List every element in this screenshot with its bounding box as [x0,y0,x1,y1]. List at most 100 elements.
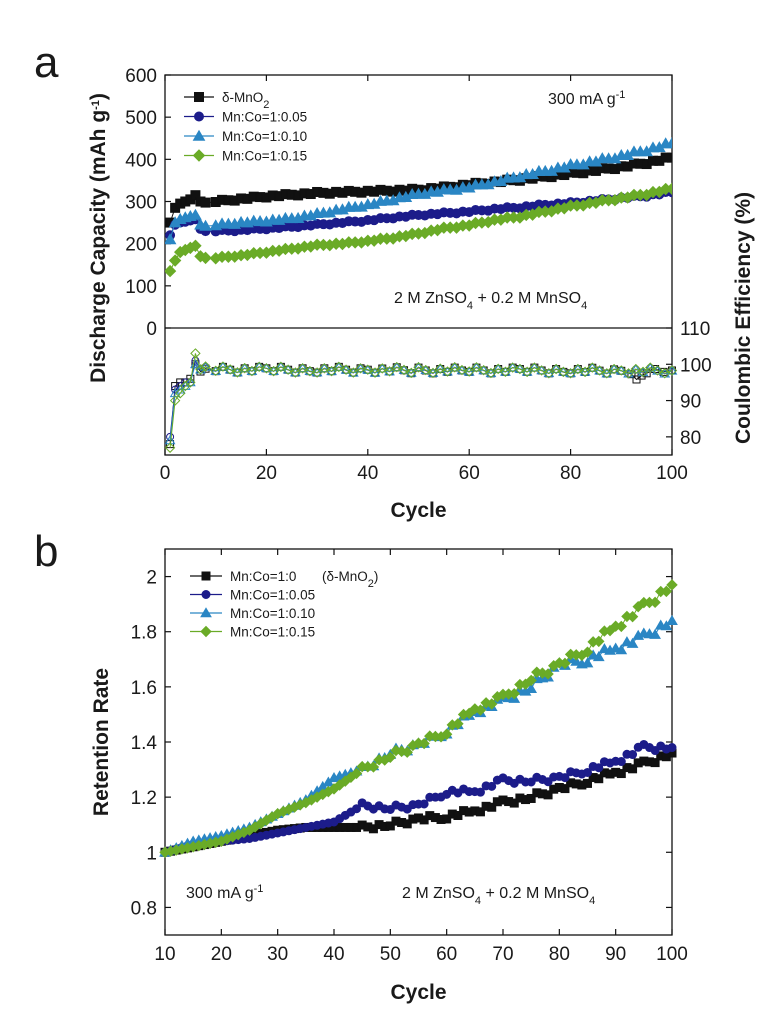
ce-point [449,362,461,372]
retention-point [419,799,429,809]
retention-point [594,763,604,773]
ce-point [456,364,468,376]
capacity-y-tick-label: 300 [125,193,157,214]
ce-point [594,365,605,376]
ce-series-3 [164,348,678,453]
panel-a-electrolyte-annotation-part: + 0.2 M MnSO [473,290,581,307]
ce-point [340,364,352,375]
capacity-point [665,137,672,149]
ce-point [627,370,636,379]
legend-label-part: Mn:Co=1:0 [230,569,296,584]
retention-point [401,746,413,758]
legend-label-part: Mn:Co=1:0.15 [222,149,307,164]
ce-y-axis-title: Coulombic Efficiency (%) [732,192,755,444]
panel-b-y-tick-label: 2 [146,568,157,589]
ce-point [644,362,656,372]
ce-point [608,363,620,375]
retention-point [525,674,537,687]
retention-point [486,698,498,710]
retention-point [487,802,497,812]
legend-label: Mn:Co=1:0.15 [230,625,315,640]
ce-point [435,363,446,374]
legend-label-part: Mn:Co=1:0.05 [230,588,315,603]
retention-point [560,784,570,794]
ce-point [637,366,649,378]
capacity-series-3 [165,182,672,278]
capacity-y-tick-label: 600 [125,66,157,87]
retention-series-3 [159,579,678,858]
panel-b-y-tick-label: 1.8 [131,623,157,644]
panel-a-electrolyte-annotation-part: 4 [581,300,587,312]
legend-label-part: Mn:Co=1:0.10 [222,129,307,144]
ce-point [456,365,468,375]
retention-point [385,821,395,831]
retention-point [543,790,553,800]
ce-point [224,364,236,374]
capacity-point [168,254,182,267]
ce-point [340,364,352,374]
legend-note-part: 2 [368,578,374,590]
ce-point [586,362,598,372]
panel-b-electrolyte-annotation: 2 M ZnSO4 + 0.2 M MnSO4 [402,885,595,907]
ce-point [311,367,323,378]
ce-point [514,363,526,375]
ce-point [217,361,229,372]
legend-marker [192,129,206,141]
legend-note-part: ) [374,569,379,584]
ce-point [195,364,206,374]
legend-label-part: 2 [263,99,269,111]
ce-point [449,362,460,373]
ce-point [190,348,201,359]
ce-point [217,361,229,371]
capacity-point [199,219,212,231]
ce-point [485,367,497,379]
ce-point [463,366,475,377]
legend-label: Mn:Co=1:0.15 [222,149,307,164]
ce-point [652,365,663,376]
ce-point [507,362,518,373]
panel-b-y-tick-label: 1.6 [131,678,157,699]
panel-b-chart: 0.8 1 1.2 1.4 1.6 1.8 2 10 20 30 40 50 60 70 80 90 100 Cy… [90,548,688,1004]
legend-label: Mn:Co=1:0.05 [222,110,307,125]
capacity-y-tick-label: 500 [125,108,157,129]
ce-point [572,363,584,375]
capacity-y-axis-title: Discharge Capacity (mAh g-1) [87,93,110,383]
retention-point [616,757,626,767]
retention-point [559,657,571,670]
ce-point [195,364,206,375]
ce-point [623,368,634,379]
capacity-y-tick-label: 400 [125,150,157,171]
ce-point [239,362,250,374]
retention-point [487,781,497,791]
ce-point [500,366,511,377]
panel-b-electrolyte-annotation-part: 4 [589,895,595,907]
panel-a-rate-annotation: 300 mA g-1 [548,89,625,108]
ce-point [413,361,424,372]
ce-point [594,365,605,375]
legend-marker [194,92,204,102]
legend-marker [200,625,212,638]
retention-point [509,798,519,808]
legend-label-part: δ-MnO [222,90,263,105]
retention-point [442,814,452,824]
retention-point [508,687,520,700]
capacity-y-axis-title-part: -1 [90,100,102,110]
retention-point [452,718,464,730]
ce-point [200,361,211,372]
retention-point [352,804,362,814]
ce-point [175,388,186,399]
panel-b-y-tick-label: 1.2 [131,788,157,809]
ce-point [434,363,446,373]
legend-marker [201,590,211,599]
ce-point [304,365,316,377]
panel-a-x-tick-label: 0 [160,463,171,484]
retention-point [615,620,628,633]
ce-point [652,365,663,375]
retention-point [650,758,660,768]
retention-point [402,819,412,829]
retention-point [628,750,638,760]
ce-point [398,364,410,376]
ce-point [601,368,613,379]
capacity-point [189,208,202,220]
